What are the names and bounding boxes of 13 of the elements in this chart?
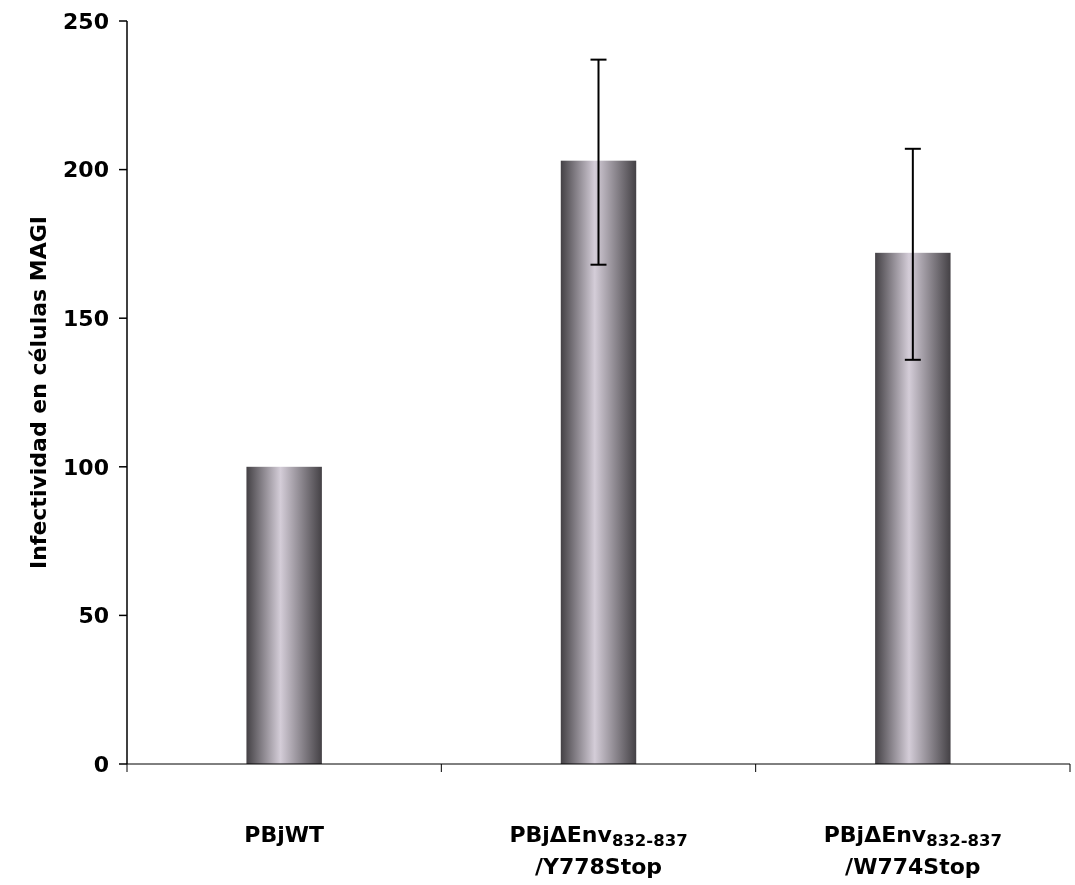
bar [875,252,951,764]
bar [560,160,637,764]
y-tick-label: 200 [63,157,109,183]
y-axis-title: Infectividad en células MAGI [25,215,51,570]
x-tick-label: PBjΔEnv$_{832-837}$ /W774Stop [823,822,1002,879]
x-tick-label: PBjWT [244,822,325,847]
y-tick-label: 50 [78,603,109,629]
bar [246,466,322,764]
x-tick-label: PBjΔEnv$_{832-837}$ /Y778Stop [509,822,688,879]
y-tick-label: 0 [93,751,109,777]
y-tick-label: 100 [63,454,109,480]
y-tick-label: 250 [63,8,109,34]
y-tick-label: 150 [63,305,109,331]
